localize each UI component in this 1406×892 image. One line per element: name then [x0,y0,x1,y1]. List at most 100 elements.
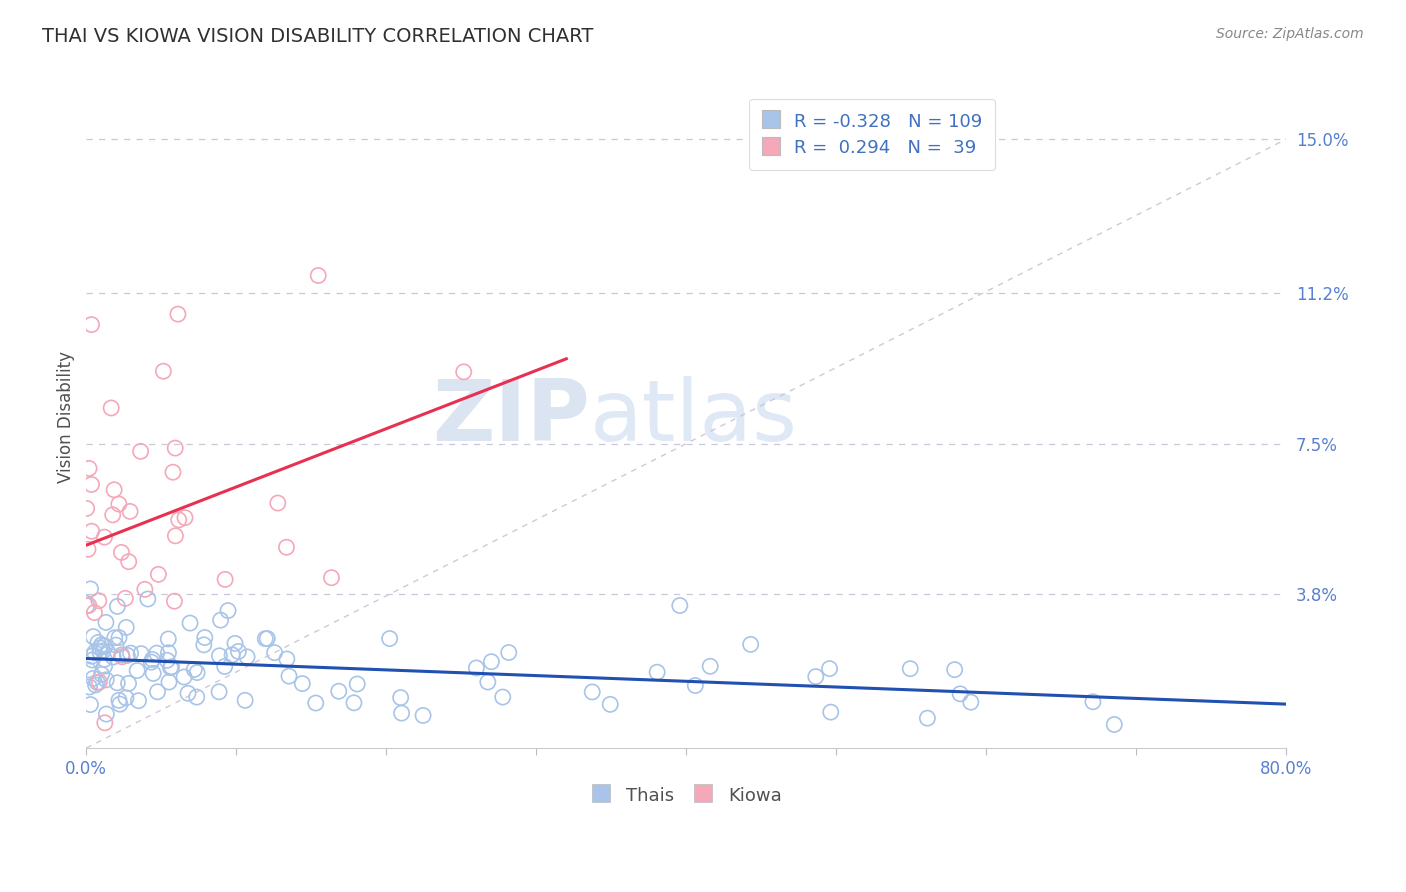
Point [93,659,115,673]
Point [1081,695,1104,709]
Point [89,675,111,690]
Point [165,529,187,543]
Point [111,649,134,664]
Point [108,693,131,707]
Point [129,647,152,661]
Point [276,540,298,554]
Point [79,698,101,712]
Point [77,599,100,613]
Point [118,555,141,569]
Point [82,653,104,667]
Point [77,663,100,677]
Point [157,675,180,690]
Point [90,638,112,652]
Point [217,604,239,618]
Point [127,664,149,678]
Legend: Thais, Kiowa: Thais, Kiowa [583,778,790,812]
Point [108,497,131,511]
Point [80,649,103,664]
Point [141,655,163,669]
Point [103,650,125,665]
Point [115,620,138,634]
Point [194,631,217,645]
Point [103,483,125,497]
Y-axis label: Vision Disability: Vision Disability [58,351,75,483]
Point [321,571,343,585]
Point [146,685,169,699]
Point [97,645,120,659]
Point [152,364,174,378]
Point [167,513,190,527]
Point [179,616,201,631]
Point [76,599,98,613]
Point [129,444,152,458]
Text: ZIP: ZIP [433,376,591,458]
Point [93,530,115,544]
Point [378,632,401,646]
Point [79,582,101,596]
Point [108,697,131,711]
Point [209,613,232,627]
Point [79,680,101,694]
Point [159,660,181,674]
Point [465,661,488,675]
Point [391,706,413,720]
Point [193,638,215,652]
Point [82,630,104,644]
Point [389,690,412,705]
Point [307,268,329,283]
Point [224,636,246,650]
Point [90,667,112,681]
Text: atlas: atlas [591,376,799,458]
Point [89,640,111,655]
Text: Source: ZipAtlas.com: Source: ZipAtlas.com [1216,27,1364,41]
Point [228,644,250,658]
Point [599,698,621,712]
Point [93,639,115,653]
Point [174,510,197,524]
Text: THAI VS KIOWA VISION DISABILITY CORRELATION CHART: THAI VS KIOWA VISION DISABILITY CORRELAT… [42,27,593,45]
Point [343,696,366,710]
Point [581,685,603,699]
Point [263,646,285,660]
Point [943,663,966,677]
Point [76,501,98,516]
Point [167,307,190,321]
Point [479,655,502,669]
Point [105,599,128,614]
Point [173,670,195,684]
Point [818,662,841,676]
Point [305,696,328,710]
Point [96,707,118,722]
Point [93,652,115,666]
Point [148,567,170,582]
Point [162,465,184,479]
Point [492,690,515,704]
Point [699,659,721,673]
Point [498,646,520,660]
Point [91,644,114,658]
Point [214,573,236,587]
Point [80,524,103,539]
Point [267,496,290,510]
Point [80,477,103,491]
Point [208,685,231,699]
Point [117,676,139,690]
Point [346,677,368,691]
Point [77,461,100,475]
Point [1104,717,1126,731]
Point [183,663,205,677]
Point [117,648,139,663]
Point [83,606,105,620]
Point [163,594,186,608]
Point [256,632,278,646]
Point [120,504,142,518]
Point [114,591,136,606]
Point [145,646,167,660]
Point [960,695,983,709]
Point [233,693,256,707]
Point [156,653,179,667]
Point [77,542,100,557]
Point [96,673,118,687]
Point [236,649,259,664]
